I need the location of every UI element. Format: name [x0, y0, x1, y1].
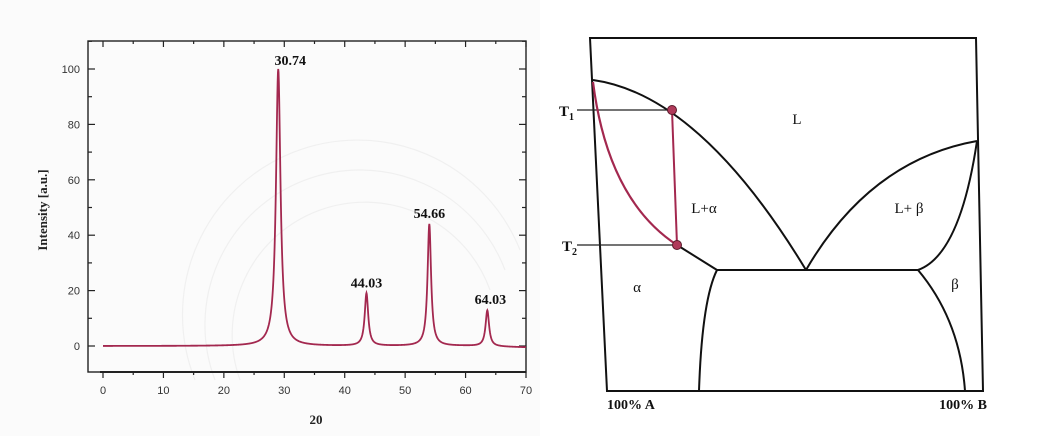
y-axis-title: Intensity [a.u.] [35, 169, 50, 250]
x-axis-tick-labels: 0 10 20 30 40 50 60 70 [100, 385, 532, 397]
solidus-alpha-highlight [591, 81, 678, 246]
t2-label: T2 [562, 239, 577, 258]
x-tick-label: 50 [399, 385, 411, 397]
region-alpha-label: α [633, 280, 641, 296]
y-tick-label: 80 [68, 119, 80, 131]
solidus-beta-curve [917, 140, 978, 271]
t1-label: T1 [559, 104, 574, 123]
x-tick-label: 30 [278, 385, 290, 397]
peak-label: 30.74 [274, 54, 306, 69]
xrd-chart: 0 20 40 60 80 100 0 10 20 30 40 50 60 70 30.74 44.03 5… [35, 40, 532, 427]
xrd-curve [103, 68, 527, 349]
xrd-chart-panel: 0 20 40 60 80 100 0 10 20 30 40 50 60 70 30.74 44.03 5… [35, 40, 533, 427]
y-tick-label: 100 [62, 64, 80, 76]
solidus-alpha-segment [676, 244, 718, 271]
region-liquid-alpha-label: L+α [691, 201, 717, 217]
x-tick-label: 70 [520, 385, 532, 397]
y-tick-label: 40 [68, 230, 80, 242]
liquidus-alpha-curve [592, 79, 807, 271]
region-liquid-label: L [792, 112, 801, 128]
phase-diagram: T1 T2 L L+α L+ β α β 100% A 100% B [559, 37, 987, 413]
x-tick-label: 10 [157, 385, 169, 397]
t1-marker [667, 105, 677, 115]
background-watermark [181, 139, 521, 381]
diagram-frame [588, 37, 985, 392]
x-axis-title: 20 [310, 412, 323, 427]
alpha-solvus-curve [698, 269, 718, 392]
region-liquid-beta-label: L+ β [894, 201, 923, 217]
x-tick-label: 20 [218, 385, 230, 397]
x-axis-ticks [102, 41, 527, 378]
phase-diagram-panel: T1 T2 L L+α L+ β α β 100% A 100% B [540, 0, 1040, 436]
y-tick-label: 20 [68, 286, 80, 298]
peak-label: 54.66 [414, 207, 446, 222]
beta-solvus-curve [917, 269, 966, 392]
peak-labels: 30.74 44.03 54.66 64.03 [274, 54, 506, 308]
y-axis-tick-labels: 0 20 40 60 80 100 [62, 64, 80, 353]
peak-label: 44.03 [351, 276, 383, 291]
x-tick-label: 40 [339, 385, 351, 397]
x-tick-label: 0 [100, 385, 106, 397]
composition-right-label: 100% B [939, 398, 987, 413]
peak-label: 64.03 [475, 293, 507, 308]
liquidus-beta-curve [805, 140, 978, 271]
y-axis-ticks [88, 40, 526, 347]
y-tick-label: 60 [68, 175, 80, 187]
cooling-path-highlight [671, 109, 678, 246]
composition-left-label: 100% A [607, 398, 656, 413]
region-beta-label: β [951, 277, 959, 293]
t2-marker [672, 240, 682, 250]
y-tick-label: 0 [74, 341, 80, 353]
x-tick-label: 60 [459, 385, 471, 397]
